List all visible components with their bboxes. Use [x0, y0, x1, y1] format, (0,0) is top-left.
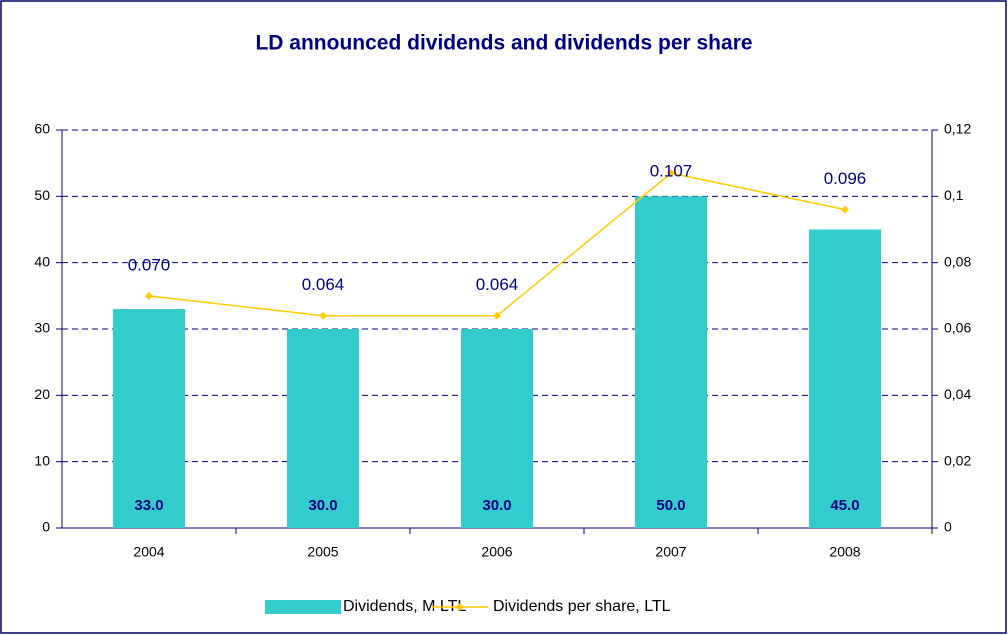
y2-tick-label: 0,12 [944, 121, 971, 137]
y2-tick-label: 0,02 [944, 452, 971, 468]
y-tick-label: 40 [34, 253, 50, 269]
y-tick-label: 60 [34, 121, 50, 137]
line-label: 0.064 [476, 275, 519, 294]
line-marker [841, 205, 849, 214]
bar [635, 196, 707, 529]
line-label: 0.070 [128, 255, 171, 274]
y2-tick-label: 0,04 [944, 386, 971, 402]
line-marker [667, 169, 675, 178]
legend-label: Dividends per share, LTL [493, 598, 671, 615]
x-tick-label: 2004 [133, 544, 164, 560]
bar-label: 45.0 [830, 497, 859, 514]
x-tick-label: 2006 [481, 544, 512, 560]
line-marker [319, 311, 327, 320]
bar-label: 30.0 [308, 497, 337, 514]
bar-label: 33.0 [134, 497, 163, 514]
line-label: 0.107 [650, 161, 693, 180]
y-tick-label: 10 [34, 452, 50, 468]
chart-title: LD announced dividends and dividends per… [255, 32, 752, 55]
y-tick-label: 20 [34, 386, 50, 402]
x-tick-label: 2008 [829, 544, 860, 560]
bar [809, 229, 881, 528]
line-marker [145, 291, 153, 300]
legend-swatch [265, 600, 341, 614]
line-marker [493, 311, 501, 320]
legend-label: Dividends, M LTL [343, 598, 466, 615]
y-tick-label: 50 [34, 187, 50, 203]
y-tick-label: 30 [34, 320, 50, 336]
bar-label: 50.0 [656, 497, 685, 514]
x-tick-label: 2007 [655, 544, 686, 560]
line-label: 0.096 [824, 169, 867, 188]
x-tick-label: 2005 [307, 544, 338, 560]
legend-marker [456, 603, 464, 611]
y2-tick-label: 0,1 [944, 187, 964, 203]
bar [113, 309, 185, 528]
bar-label: 30.0 [482, 497, 511, 514]
bar [287, 329, 359, 528]
line-label: 0.064 [302, 275, 345, 294]
y2-tick-label: 0,06 [944, 320, 971, 336]
y2-tick-label: 0 [944, 519, 952, 535]
bar [461, 329, 533, 528]
y2-tick-label: 0,08 [944, 253, 971, 269]
y-tick-label: 0 [42, 519, 50, 535]
